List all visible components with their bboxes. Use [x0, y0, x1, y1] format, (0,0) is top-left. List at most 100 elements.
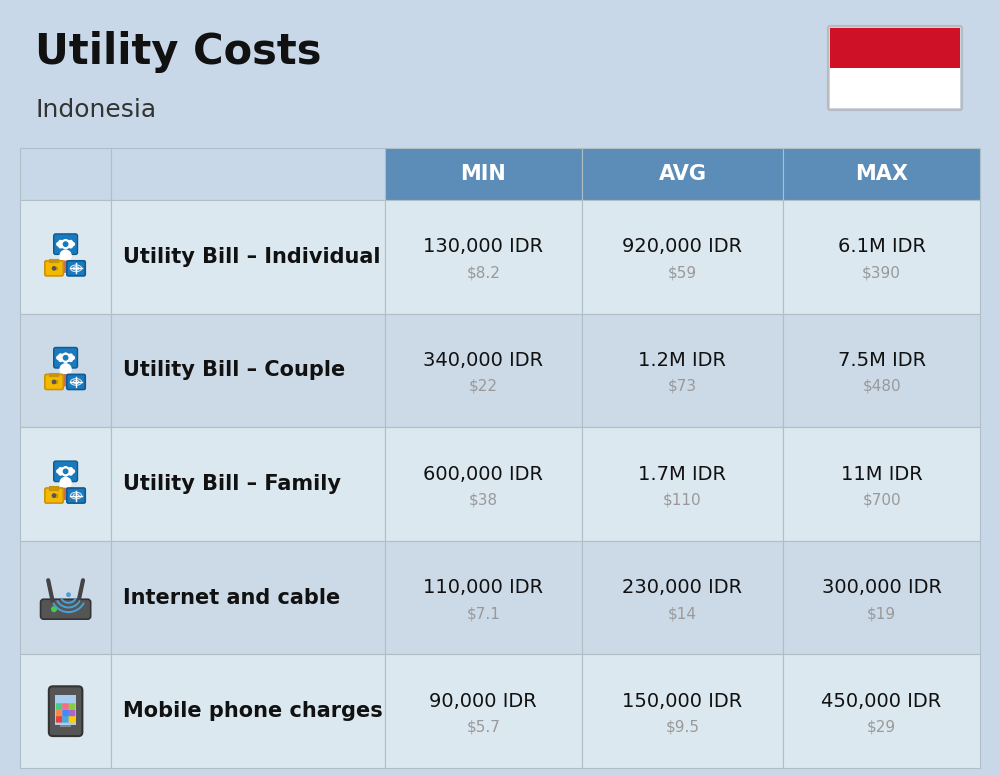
Circle shape: [52, 607, 56, 611]
Text: $59: $59: [668, 265, 697, 280]
Bar: [783, 428, 980, 541]
Text: $110: $110: [663, 493, 702, 508]
FancyBboxPatch shape: [41, 599, 91, 619]
Text: Utility Bill – Couple: Utility Bill – Couple: [123, 360, 345, 380]
FancyBboxPatch shape: [45, 261, 63, 276]
Bar: [830, 28, 960, 68]
Circle shape: [71, 356, 74, 359]
Text: $7.1: $7.1: [466, 606, 500, 621]
Bar: [20, 314, 111, 428]
FancyBboxPatch shape: [54, 348, 78, 368]
Text: 340,000 IDR: 340,000 IDR: [423, 351, 543, 370]
Circle shape: [69, 354, 72, 358]
Text: MIN: MIN: [460, 164, 506, 184]
FancyBboxPatch shape: [67, 488, 85, 503]
Circle shape: [69, 468, 72, 471]
Text: $700: $700: [862, 493, 901, 508]
Bar: [111, 428, 385, 541]
Circle shape: [59, 354, 62, 358]
Bar: [111, 314, 385, 428]
Circle shape: [64, 467, 67, 470]
Circle shape: [64, 353, 67, 356]
Bar: [20, 428, 111, 541]
Text: $9.5: $9.5: [665, 719, 699, 735]
Bar: [111, 541, 385, 654]
Text: 11M IDR: 11M IDR: [841, 465, 922, 483]
Text: $14: $14: [668, 606, 697, 621]
Bar: [385, 314, 582, 428]
Circle shape: [59, 358, 62, 362]
Circle shape: [67, 593, 70, 597]
Circle shape: [59, 468, 62, 471]
FancyBboxPatch shape: [56, 716, 63, 722]
Bar: [582, 148, 783, 200]
Text: $38: $38: [469, 493, 498, 508]
Bar: [52, 380, 57, 383]
Circle shape: [59, 241, 62, 244]
FancyBboxPatch shape: [49, 686, 82, 736]
Bar: [52, 494, 57, 497]
Text: 300,000 IDR: 300,000 IDR: [822, 578, 942, 597]
Bar: [20, 148, 111, 200]
Text: 1.7M IDR: 1.7M IDR: [638, 465, 726, 483]
Text: $8.2: $8.2: [466, 265, 500, 280]
Circle shape: [52, 380, 56, 383]
FancyBboxPatch shape: [45, 488, 63, 503]
Circle shape: [52, 267, 56, 270]
Bar: [830, 68, 960, 108]
Circle shape: [59, 244, 62, 248]
Text: $73: $73: [668, 379, 697, 394]
Circle shape: [61, 353, 70, 362]
Text: 90,000 IDR: 90,000 IDR: [429, 691, 537, 711]
Text: Internet and cable: Internet and cable: [123, 587, 340, 608]
Circle shape: [69, 244, 72, 248]
Bar: [20, 654, 111, 768]
Bar: [582, 428, 783, 541]
Text: $390: $390: [862, 265, 901, 280]
Text: $5.7: $5.7: [466, 719, 500, 735]
Bar: [582, 200, 783, 314]
Text: $22: $22: [469, 379, 498, 394]
Bar: [385, 200, 582, 314]
Circle shape: [63, 242, 68, 246]
Circle shape: [61, 240, 70, 248]
Polygon shape: [58, 262, 73, 272]
FancyBboxPatch shape: [45, 374, 63, 390]
Text: 110,000 IDR: 110,000 IDR: [423, 578, 543, 597]
Circle shape: [60, 477, 71, 488]
Text: 130,000 IDR: 130,000 IDR: [423, 237, 543, 256]
Circle shape: [60, 250, 71, 262]
Text: Indonesia: Indonesia: [35, 98, 156, 122]
FancyBboxPatch shape: [54, 461, 78, 482]
Text: 920,000 IDR: 920,000 IDR: [622, 237, 742, 256]
Bar: [783, 148, 980, 200]
Bar: [385, 654, 582, 768]
FancyBboxPatch shape: [67, 374, 85, 390]
Circle shape: [64, 245, 67, 248]
FancyBboxPatch shape: [56, 709, 63, 716]
Bar: [385, 541, 582, 654]
Bar: [20, 541, 111, 654]
Bar: [111, 200, 385, 314]
FancyBboxPatch shape: [69, 709, 75, 716]
Polygon shape: [58, 488, 73, 500]
FancyBboxPatch shape: [62, 716, 69, 722]
Bar: [582, 314, 783, 428]
FancyBboxPatch shape: [67, 261, 85, 276]
Circle shape: [69, 472, 72, 475]
Text: $480: $480: [862, 379, 901, 394]
Text: Mobile phone charges: Mobile phone charges: [123, 702, 383, 721]
Circle shape: [63, 355, 68, 360]
Text: AVG: AVG: [658, 164, 706, 184]
Text: 7.5M IDR: 7.5M IDR: [838, 351, 926, 370]
Circle shape: [59, 472, 62, 475]
Text: $29: $29: [867, 719, 896, 735]
Text: MAX: MAX: [855, 164, 908, 184]
Bar: [60, 725, 71, 727]
Bar: [111, 654, 385, 768]
Text: 600,000 IDR: 600,000 IDR: [423, 465, 543, 483]
Bar: [385, 428, 582, 541]
Bar: [783, 314, 980, 428]
Text: 450,000 IDR: 450,000 IDR: [821, 691, 942, 711]
Text: 6.1M IDR: 6.1M IDR: [838, 237, 926, 256]
